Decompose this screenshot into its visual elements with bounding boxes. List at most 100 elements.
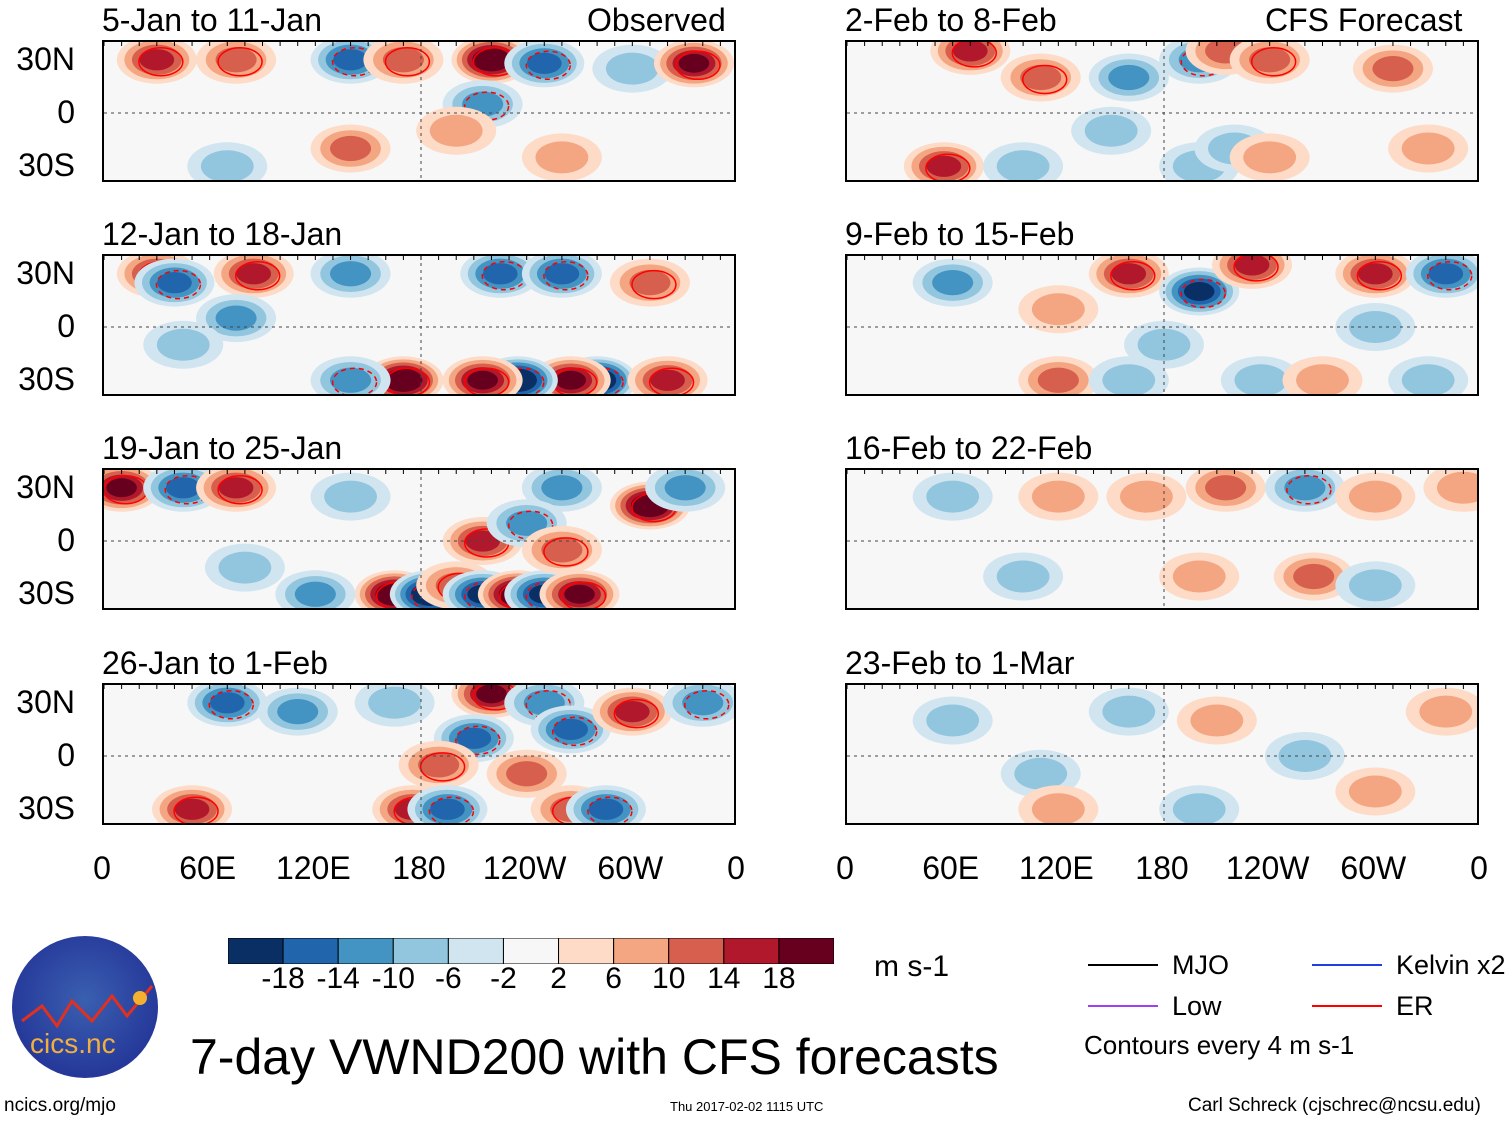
panel-title: 19-Jan to 25-Jan bbox=[102, 430, 343, 466]
er-contour bbox=[1233, 256, 1279, 282]
lat-tick: 30S bbox=[18, 790, 75, 827]
anomaly-blob bbox=[324, 480, 377, 513]
er-contour bbox=[155, 269, 202, 300]
anomaly-blob bbox=[506, 510, 548, 536]
observed-header: Observed bbox=[587, 2, 726, 38]
er-contour bbox=[428, 796, 475, 823]
figure-title: 7-day VWND200 with CFS forecasts bbox=[190, 1029, 999, 1085]
colorbar-swatch bbox=[778, 938, 834, 964]
legend-line bbox=[1088, 964, 1158, 966]
er-contour bbox=[560, 581, 607, 608]
legend-label: MJO bbox=[1172, 950, 1229, 980]
anomaly-blob bbox=[1348, 311, 1402, 343]
legend-label: Kelvin x2 bbox=[1396, 950, 1506, 980]
anomaly-blob bbox=[1111, 263, 1147, 285]
er-contour bbox=[613, 698, 660, 729]
er-contour bbox=[173, 796, 219, 823]
anomaly-blob bbox=[382, 47, 424, 73]
er-contour bbox=[234, 261, 281, 291]
lon-tick: 120E bbox=[275, 850, 351, 886]
anomaly-blob bbox=[482, 263, 518, 285]
anomaly-blob bbox=[1205, 475, 1247, 501]
legend-line bbox=[1088, 1005, 1158, 1007]
colorbar-label: -18 bbox=[261, 962, 305, 995]
er-contour bbox=[331, 367, 378, 394]
colorbar-swatch bbox=[613, 938, 670, 964]
lat-tick: 30S bbox=[18, 361, 75, 398]
panel-title: 23-Feb to 1-Mar bbox=[845, 645, 1075, 681]
anomaly-blob bbox=[1137, 328, 1191, 361]
er-contour bbox=[551, 716, 598, 747]
anomaly-blob bbox=[664, 475, 706, 501]
colorbar-swatch bbox=[502, 938, 560, 964]
anomaly-blob bbox=[1436, 471, 1477, 504]
anomaly-blob bbox=[277, 699, 319, 725]
anomaly-blob bbox=[952, 42, 988, 62]
anomaly-blob bbox=[329, 135, 372, 162]
anomaly-blob bbox=[1348, 480, 1402, 513]
anomaly-blob bbox=[678, 53, 710, 73]
anomaly-blob bbox=[294, 581, 336, 607]
anomaly-blob bbox=[429, 114, 483, 147]
units-label: m s-1 bbox=[874, 950, 949, 983]
panel-title: 2-Feb to 8-Feb bbox=[845, 2, 1057, 38]
map-panel bbox=[102, 40, 736, 182]
colorbar-label: -10 bbox=[371, 962, 415, 995]
anomaly-blob bbox=[629, 270, 671, 296]
anomaly-blob bbox=[615, 700, 650, 723]
anomaly-blob bbox=[218, 477, 254, 499]
anomaly-blob bbox=[156, 328, 210, 361]
lon-tick: 60W bbox=[597, 850, 664, 886]
panel-title: 26-Jan to 1-Feb bbox=[102, 645, 328, 681]
anomaly-blob bbox=[996, 150, 1050, 180]
er-contour bbox=[631, 269, 677, 300]
anomaly-blob bbox=[1183, 282, 1215, 301]
anomaly-blob bbox=[1348, 569, 1402, 602]
lon-tick: 120W bbox=[1225, 850, 1310, 886]
panel-title: 9-Feb to 15-Feb bbox=[845, 216, 1075, 252]
colorbar-label: -2 bbox=[490, 962, 517, 995]
anomaly-blob bbox=[1249, 47, 1291, 73]
colorbar-swatch bbox=[337, 938, 394, 964]
anomaly-blob bbox=[1172, 560, 1226, 593]
anomaly-blob bbox=[1190, 704, 1244, 737]
panel-title: 5-Jan to 11-Jan bbox=[102, 2, 322, 38]
anomaly-blob bbox=[1108, 64, 1150, 91]
anomaly-blob bbox=[1234, 256, 1270, 276]
forecast-header: CFS Forecast bbox=[1265, 2, 1463, 38]
colorbar-swatch bbox=[723, 938, 780, 964]
colorbar-swatch bbox=[447, 938, 504, 964]
legend-line bbox=[1312, 1005, 1382, 1007]
anomaly-blob bbox=[553, 718, 589, 741]
anomaly-blob bbox=[333, 49, 368, 71]
anomaly-blob bbox=[139, 49, 175, 71]
er-contour bbox=[217, 47, 263, 77]
er-contour bbox=[525, 50, 572, 81]
colorbar-swatch bbox=[668, 938, 725, 964]
timestamp: Thu 2017-02-02 1115 UTC bbox=[670, 1099, 824, 1114]
lon-tick: 120W bbox=[482, 850, 567, 886]
lat-tick: 0 bbox=[57, 308, 75, 344]
colorbar-label: 2 bbox=[550, 962, 567, 995]
anomaly-blob bbox=[174, 798, 210, 820]
colorbar-label: 10 bbox=[652, 962, 686, 995]
site-link[interactable]: ncics.org/mjo bbox=[4, 1095, 116, 1116]
lat-tick: 30S bbox=[18, 147, 75, 184]
er-contour bbox=[1427, 261, 1473, 291]
anomaly-blob bbox=[564, 584, 595, 604]
colorbar-label: -6 bbox=[435, 962, 462, 995]
er-contour bbox=[384, 47, 431, 77]
panel-title: 12-Jan to 18-Jan bbox=[102, 216, 343, 252]
lat-tick: 30N bbox=[16, 683, 75, 720]
anomaly-blob bbox=[157, 271, 192, 294]
legend-label: Low bbox=[1172, 991, 1222, 1021]
anomaly-blob bbox=[555, 370, 586, 390]
anomaly-blob bbox=[106, 478, 137, 498]
er-contour bbox=[684, 690, 730, 720]
anomaly-blob bbox=[209, 692, 245, 714]
anomaly-blob bbox=[1358, 263, 1393, 285]
anomaly-blob bbox=[215, 47, 257, 73]
anomaly-blob bbox=[588, 798, 624, 820]
lon-tick: 180 bbox=[392, 850, 446, 886]
